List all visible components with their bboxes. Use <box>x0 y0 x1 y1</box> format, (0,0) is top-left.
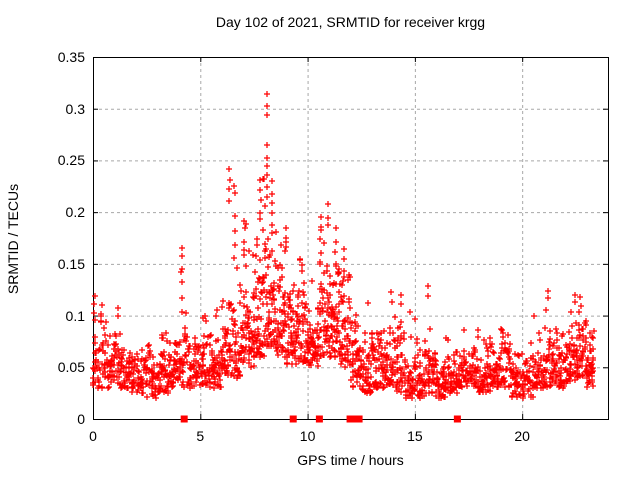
x-tick-label: 10 <box>299 428 316 444</box>
y-tick-label: 0.15 <box>57 255 85 272</box>
chart-title: Day 102 of 2021, SRMTID for receiver krg… <box>215 14 486 30</box>
y-tick-label: 0.05 <box>57 359 85 376</box>
x-tick-label: 20 <box>514 428 530 444</box>
x-tick-label: 15 <box>407 428 423 444</box>
y-tick-label: 0.3 <box>65 100 85 117</box>
x-tick-label: 5 <box>196 428 205 444</box>
y-axis-label: SRMTID / TECUs <box>5 183 21 295</box>
x-axis-label: GPS time / hours <box>297 452 404 468</box>
y-tick-label: 0.1 <box>65 307 85 324</box>
scatter-points <box>90 91 597 401</box>
y-tick-label: 0 <box>77 411 85 427</box>
x-tick-label: 0 <box>89 428 97 444</box>
y-tick-label: 0.25 <box>57 152 85 169</box>
y-tick-label: 0.2 <box>65 204 85 221</box>
y-tick-label: 0.35 <box>57 49 85 65</box>
event-markers <box>180 415 461 423</box>
